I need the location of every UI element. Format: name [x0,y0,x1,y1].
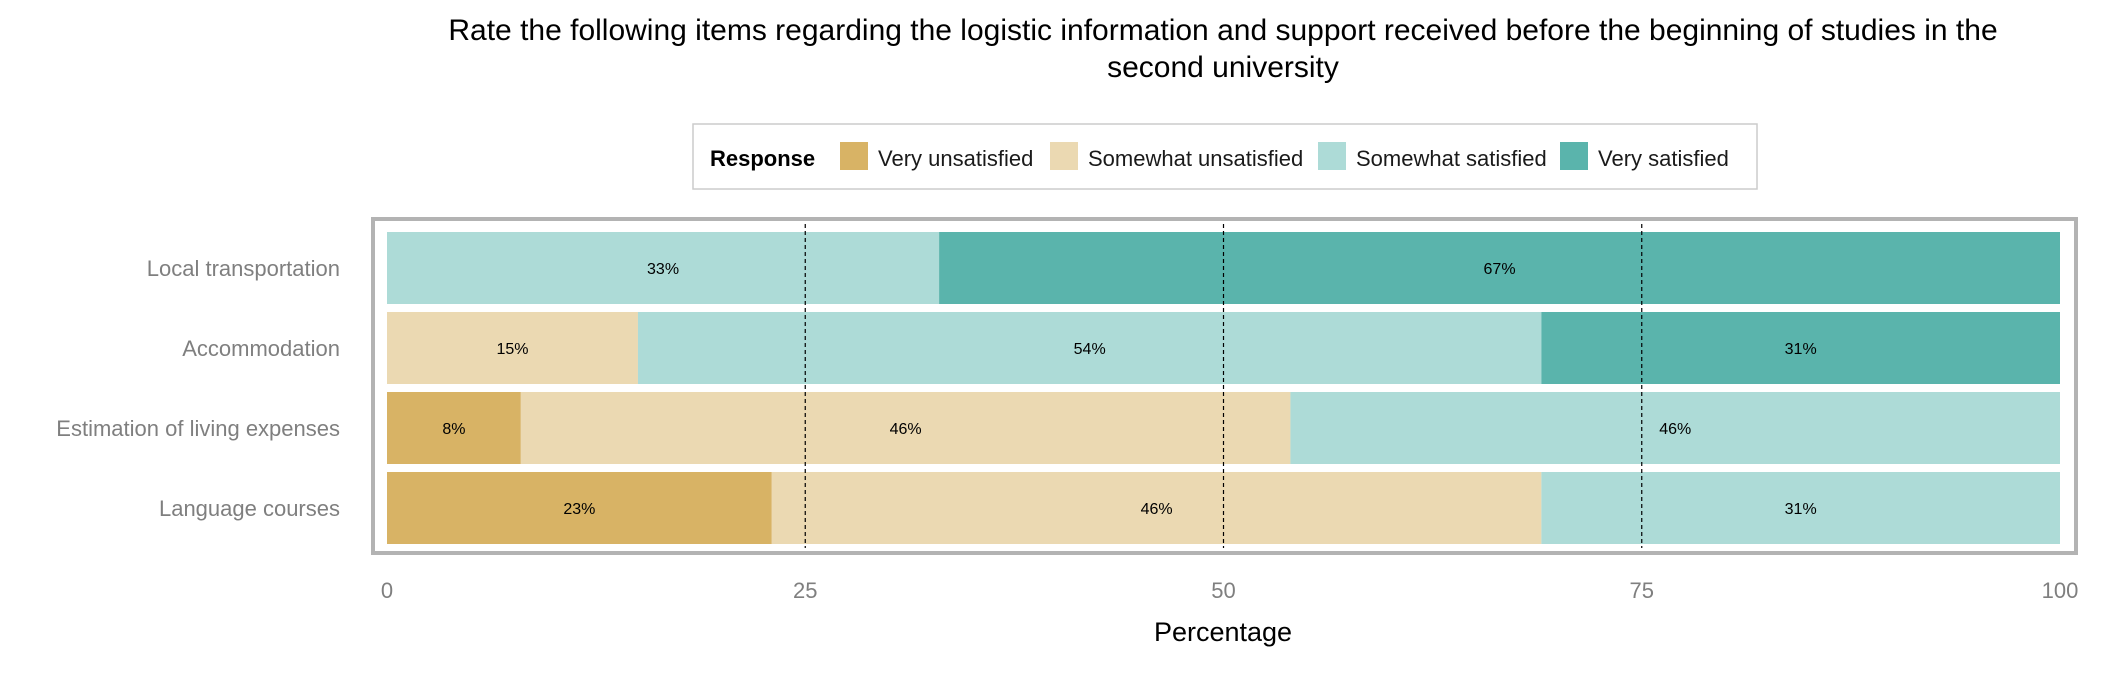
data-label: 46% [890,421,922,438]
legend-swatch [1050,142,1078,170]
bars [387,232,2060,544]
x-tick-label: 25 [793,578,817,603]
bar-segment [387,472,772,544]
category-label: Accommodation [182,336,340,361]
data-label: 31% [1785,501,1817,518]
legend-label: Very satisfied [1598,146,1729,171]
x-tick-label: 100 [2042,578,2079,603]
data-label: 33% [647,261,679,278]
chart-title: Rate the following items regarding the l… [448,14,1997,84]
data-label: 15% [496,341,528,358]
data-label: 23% [563,501,595,518]
data-label: 46% [1141,501,1173,518]
bar-segment [1290,392,2060,464]
legend-label: Very unsatisfied [878,146,1033,171]
legend-item: Very satisfied [1560,142,1729,171]
x-axis-ticks: 0 25 50 75 100 [381,578,2078,603]
bar-segment [637,312,1542,384]
legend: Response Very unsatisfied Somewhat unsati… [692,123,1758,190]
legend-item: Somewhat unsatisfied [1050,142,1303,171]
bar-segment [387,312,638,384]
legend-item: Somewhat satisfied [1318,142,1547,171]
chart-title-line: second university [1107,51,1339,84]
data-label: 46% [1659,421,1691,438]
x-axis-title: Percentage [1154,617,1292,647]
bar-segment [387,392,521,464]
data-label: 67% [1484,261,1516,278]
legend-title: Response [710,146,815,171]
category-label: Local transportation [147,256,340,281]
data-label: 31% [1785,341,1817,358]
legend-swatch [840,142,868,170]
category-label: Estimation of living expenses [56,416,340,441]
bar-segment [520,392,1291,464]
x-tick-label: 75 [1630,578,1654,603]
reference-lines [804,224,1643,548]
x-tick-label: 50 [1211,578,1235,603]
legend-swatch [1560,142,1588,170]
bar-segment [771,472,1542,544]
bar-segment [1541,312,2060,384]
category-label: Language courses [159,496,340,521]
data-label: 8% [442,421,465,438]
bar-segment [1541,472,2060,544]
data-label: 54% [1074,341,1106,358]
x-tick-label: 0 [381,578,393,603]
category-labels: Local transportation Accommodation Estimat… [56,256,340,521]
bar-segment [387,232,940,304]
legend-swatch [1318,142,1346,170]
legend-label: Somewhat unsatisfied [1088,146,1303,171]
bar-segment [939,232,2060,304]
chart-title-line: Rate the following items regarding the l… [448,14,1997,47]
bar-labels: 33% 67% 15% 54% 31% 8% 46% 46% 23% 46% 31% [442,261,1816,518]
legend-label: Somewhat satisfied [1356,146,1547,171]
legend-item: Very unsatisfied [840,142,1033,171]
